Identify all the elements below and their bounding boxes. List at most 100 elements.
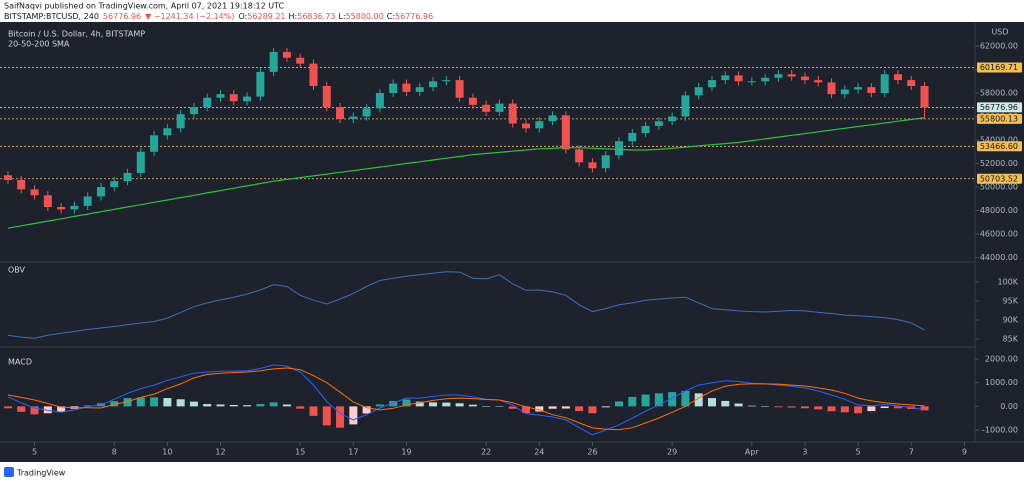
histogram-bar <box>309 406 318 416</box>
candle-body <box>668 116 677 122</box>
candle-body <box>787 74 796 77</box>
level-label: 50703.52 <box>980 174 1018 183</box>
histogram-bar <box>787 406 796 408</box>
histogram-bar <box>229 404 238 407</box>
candle-body <box>734 75 743 82</box>
histogram-bar <box>189 401 198 407</box>
y-tick-label: 62000.00 <box>980 42 1018 51</box>
level-box <box>977 62 1022 73</box>
candle-body <box>707 80 716 88</box>
histogram-bar <box>136 397 145 407</box>
candle-body <box>43 195 52 208</box>
level-label: 56776.96 <box>980 103 1018 112</box>
histogram-bar <box>3 406 12 409</box>
candle-body <box>721 75 730 81</box>
candle-body <box>189 107 198 115</box>
histogram-bar <box>150 397 159 407</box>
chart-title: Bitcoin / U.S. Dollar, 4h, BITSTAMP <box>8 30 145 39</box>
y-tick-label: 52000.00 <box>980 159 1018 168</box>
candle-body <box>216 94 225 98</box>
ohlc-value: 56836.73 <box>297 12 335 21</box>
x-tick-label: 22 <box>481 448 491 457</box>
histogram-bar <box>455 403 464 407</box>
histogram-bar <box>628 396 637 407</box>
candle-body <box>615 141 624 156</box>
candle-body <box>176 114 185 129</box>
candle-body <box>17 179 26 190</box>
histogram-bar <box>322 406 331 426</box>
y-tick-label: 95K <box>1003 296 1019 305</box>
candle-body <box>681 95 690 117</box>
y-axis-label: USD <box>991 28 1008 37</box>
histogram-bar <box>814 406 823 410</box>
histogram-bar <box>495 406 504 407</box>
y-tick-label: 48000.00 <box>980 206 1018 215</box>
level-box <box>977 102 1022 113</box>
candle-body <box>256 71 265 97</box>
candle-body <box>601 155 610 169</box>
candle-body <box>203 97 212 108</box>
candle-body <box>402 83 411 92</box>
histogram-bar <box>402 399 411 407</box>
histogram-bar <box>163 398 172 407</box>
candle-body <box>296 57 305 64</box>
candle-body <box>123 172 132 182</box>
candle-body <box>96 187 105 197</box>
histogram-bar <box>269 402 278 407</box>
histogram-bar <box>854 406 863 414</box>
histogram-bar <box>375 404 384 407</box>
histogram-bar <box>17 406 26 412</box>
y-tick-label: 2000.00 <box>985 355 1018 364</box>
histogram-bar <box>615 401 624 407</box>
histogram-bar <box>747 405 756 407</box>
indicator-name: OBV <box>8 266 26 275</box>
histogram-bar <box>216 404 225 407</box>
candle-body <box>575 149 584 163</box>
histogram-bar <box>83 405 92 407</box>
candle-body <box>814 80 823 83</box>
histogram-bar <box>349 406 358 425</box>
ohlc-value: 56289.21 <box>247 12 285 21</box>
histogram-bar <box>588 406 597 414</box>
candle-body <box>429 81 438 88</box>
y-tick-label: 0.00 <box>1000 402 1018 411</box>
candle-body <box>309 63 318 86</box>
histogram-bar <box>482 406 491 407</box>
candle-body <box>694 87 703 96</box>
candle-body <box>867 87 876 94</box>
brand[interactable]: TradingView <box>16 469 66 478</box>
ohlc-value: 55800.00 <box>346 12 384 21</box>
candle-body <box>229 94 238 102</box>
candle-body <box>747 81 756 83</box>
histogram-bar <box>641 394 650 407</box>
level-label: 60169.71 <box>980 63 1018 72</box>
histogram-bar <box>761 406 770 407</box>
y-tick-label: 58000.00 <box>980 89 1018 98</box>
chart-background <box>0 22 1024 462</box>
x-tick-label: 17 <box>348 448 358 457</box>
histogram-bar <box>867 406 876 412</box>
y-tick-label: -1000.00 <box>982 426 1018 435</box>
candle-body <box>548 115 557 122</box>
sma-line <box>7 117 925 229</box>
candle-body <box>840 89 849 95</box>
ohlc-label: C: <box>387 12 395 21</box>
candle-body <box>880 74 889 94</box>
indicator-name: 20-50-200 SMA <box>8 40 70 49</box>
logo-icon <box>4 467 14 477</box>
candle-body <box>654 121 663 126</box>
histogram-bar <box>110 401 119 407</box>
histogram-bar <box>535 406 544 412</box>
y-tick-label: 85K <box>1003 334 1019 343</box>
histogram-bar <box>389 400 398 407</box>
histogram-bar <box>800 406 809 409</box>
histogram-bar <box>522 406 531 413</box>
histogram-bar <box>734 403 743 407</box>
histogram-bar <box>362 406 371 414</box>
level-label: 53466.60 <box>980 142 1018 151</box>
candle-body <box>362 108 371 117</box>
candle-body <box>3 175 12 180</box>
indicator-name: MACD <box>8 358 32 367</box>
histogram-bar <box>256 404 265 407</box>
